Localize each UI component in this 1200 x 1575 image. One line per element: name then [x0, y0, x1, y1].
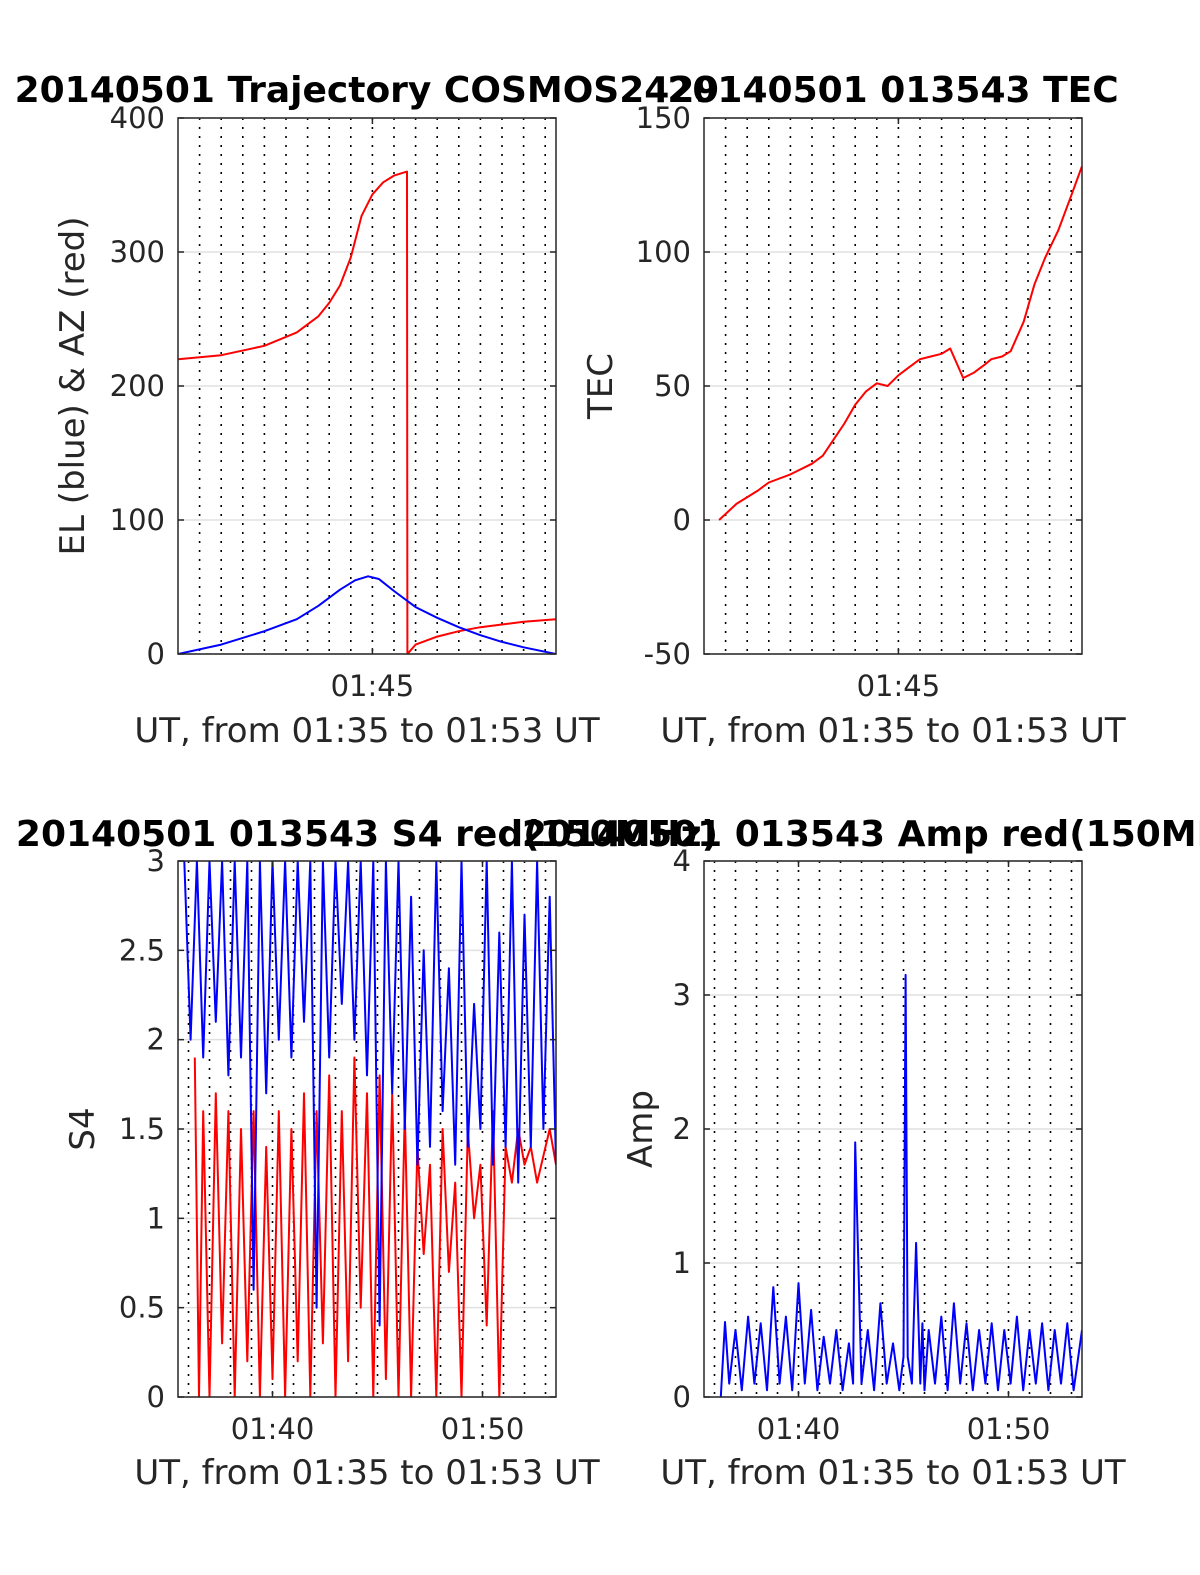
y-tick-label: 2 [147, 1023, 165, 1057]
y-axis-label: TEC [581, 353, 621, 420]
y-tick-label: 100 [636, 235, 691, 269]
y-tick-label: 3 [673, 978, 691, 1012]
y-tick-label: 300 [110, 235, 165, 269]
x-axis-label: UT, from 01:35 to 01:53 UT [660, 1453, 1126, 1493]
y-tick-label: 2 [673, 1112, 691, 1146]
series-line [178, 170, 556, 654]
x-tick-label: 01:45 [857, 669, 941, 703]
series-line [183, 861, 556, 1327]
y-tick-label: 0 [147, 1380, 165, 1414]
x-axis-label: UT, from 01:35 to 01:53 UT [134, 711, 600, 751]
tec-panel: 20140501 013543 TEC UT, from 01:35 to 01… [581, 70, 1126, 751]
y-tick-label: -50 [644, 637, 691, 671]
y-tick-label: 0 [673, 503, 691, 537]
x-tick-label: 01:40 [757, 1412, 841, 1446]
y-tick-label: 3 [147, 844, 165, 878]
panel-title: 20140501 013543 TEC [667, 70, 1118, 111]
y-tick-label: 1.5 [119, 1112, 165, 1146]
x-axis-label: UT, from 01:35 to 01:53 UT [660, 711, 1126, 751]
y-tick-label: 4 [673, 844, 691, 878]
y-tick-label: 50 [654, 369, 691, 403]
trajectory-panel: 20140501 Trajectory COSMOS2429 UT, from … [15, 70, 720, 751]
series-line [719, 973, 1082, 1397]
panel-title: 20140501 013543 Amp red(150MHz) [522, 814, 1200, 855]
y-axis-label: Amp [621, 1090, 661, 1168]
y-tick-label: 0.5 [119, 1291, 165, 1325]
panel-title: 20140501 Trajectory COSMOS2429 [15, 70, 720, 111]
s4-panel: 20140501 013543 S4 red(150MHz) UT, from … [16, 814, 718, 1493]
x-axis-label: UT, from 01:35 to 01:53 UT [134, 1453, 600, 1493]
y-tick-label: 400 [110, 101, 165, 135]
y-tick-label: 0 [147, 637, 165, 671]
panel-title: 20140501 013543 S4 red(150MHz) [16, 814, 718, 855]
y-tick-label: 100 [110, 503, 165, 537]
y-axis-label: S4 [63, 1107, 103, 1150]
amp-panel: 20140501 013543 Amp red(150MHz) UT, from… [522, 814, 1200, 1493]
y-tick-label: 2.5 [119, 933, 165, 967]
y-tick-label: 200 [110, 369, 165, 403]
y-axis-label: EL (blue) & AZ (red) [53, 216, 93, 555]
y-tick-label: 150 [636, 101, 691, 135]
x-tick-label: 01:50 [967, 1412, 1051, 1446]
y-tick-label: 1 [673, 1246, 691, 1280]
x-tick-label: 01:50 [441, 1412, 525, 1446]
x-tick-label: 01:40 [231, 1412, 315, 1446]
series-line [718, 165, 1082, 521]
y-tick-label: 1 [147, 1201, 165, 1235]
y-tick-label: 0 [673, 1380, 691, 1414]
x-tick-label: 01:45 [331, 669, 415, 703]
series-line [178, 575, 556, 654]
